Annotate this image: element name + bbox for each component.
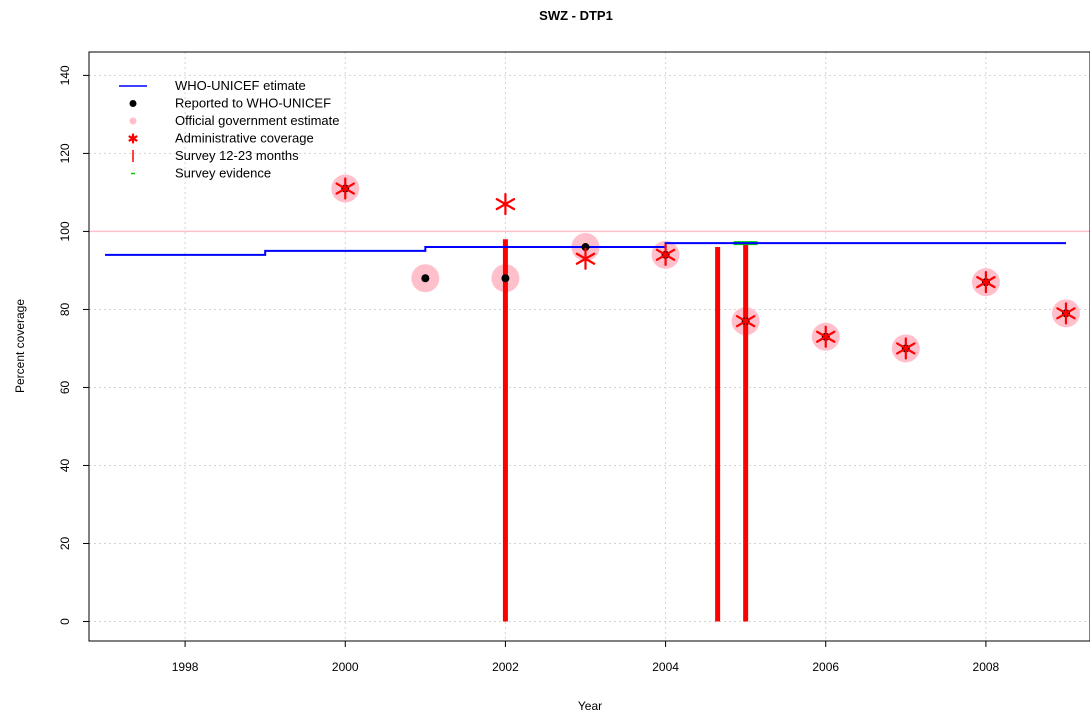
y-tick-label: 40 bbox=[58, 458, 72, 472]
y-tick-label: 60 bbox=[58, 380, 72, 394]
x-tick-label: 2008 bbox=[973, 660, 1000, 674]
administrative-point bbox=[335, 177, 356, 200]
x-axis: 1998 2000 2002 2004 2006 2008 bbox=[172, 641, 1000, 674]
y-axis: 0 20 40 60 80 100 120 140 bbox=[58, 65, 89, 625]
legend-label: Survey evidence bbox=[175, 166, 271, 181]
administrative-point bbox=[655, 243, 676, 266]
administrative-point bbox=[575, 247, 596, 270]
administrative-point bbox=[495, 193, 516, 216]
x-tick-label: 1998 bbox=[172, 660, 199, 674]
legend-label: Official government estimate bbox=[175, 113, 340, 128]
x-tick-label: 2006 bbox=[812, 660, 839, 674]
y-tick-label: 100 bbox=[58, 221, 72, 241]
reported-point bbox=[421, 274, 430, 283]
x-tick-label: 2004 bbox=[652, 660, 679, 674]
x-tick-label: 2002 bbox=[492, 660, 519, 674]
legend-label: Administrative coverage bbox=[175, 131, 314, 146]
administrative-point bbox=[1056, 302, 1076, 325]
legend-label: Reported to WHO-UNICEF bbox=[175, 96, 331, 111]
legend-symbol-official bbox=[129, 117, 137, 125]
administrative-point bbox=[735, 310, 756, 333]
legend-symbol-administrative bbox=[128, 133, 138, 144]
y-axis-label: Percent coverage bbox=[13, 299, 27, 393]
y-tick-label: 0 bbox=[58, 618, 72, 625]
legend-label: Survey 12-23 months bbox=[175, 148, 299, 163]
plot-frame bbox=[88, 51, 1090, 642]
administrative-point bbox=[976, 271, 996, 294]
legend-symbol-reported bbox=[129, 100, 137, 107]
y-tick-label: 80 bbox=[58, 302, 72, 316]
administrative-point bbox=[815, 325, 836, 348]
estimate-line bbox=[105, 242, 1066, 256]
reported-point bbox=[501, 274, 510, 283]
y-tick-label: 140 bbox=[58, 65, 72, 85]
x-axis-label: Year bbox=[578, 699, 602, 713]
administrative-point bbox=[896, 337, 916, 360]
y-tick-label: 120 bbox=[58, 143, 72, 163]
chart-title: SWZ - DTP1 bbox=[539, 8, 613, 23]
y-tick-label: 20 bbox=[58, 536, 72, 550]
legend: WHO-UNICEF etimate Reported to WHO-UNICEF… bbox=[119, 78, 340, 181]
x-tick-label: 2000 bbox=[332, 660, 359, 674]
data-layer bbox=[105, 174, 1080, 622]
reported-point bbox=[581, 243, 590, 252]
legend-label: WHO-UNICEF etimate bbox=[175, 78, 306, 93]
